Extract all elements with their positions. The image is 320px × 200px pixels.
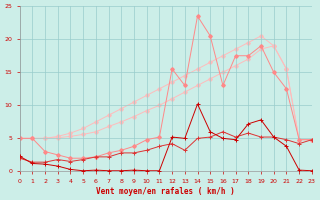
X-axis label: Vent moyen/en rafales ( km/h ): Vent moyen/en rafales ( km/h ) — [96, 187, 235, 196]
